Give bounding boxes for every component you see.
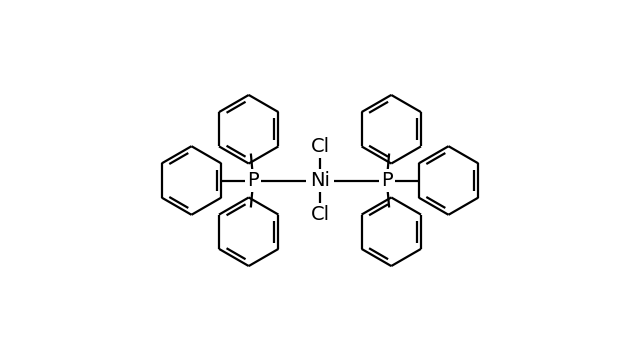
- Text: Cl: Cl: [310, 137, 330, 156]
- Text: P: P: [248, 171, 259, 190]
- Text: Cl: Cl: [310, 205, 330, 224]
- Text: P: P: [381, 171, 392, 190]
- Text: Ni: Ni: [310, 171, 330, 190]
